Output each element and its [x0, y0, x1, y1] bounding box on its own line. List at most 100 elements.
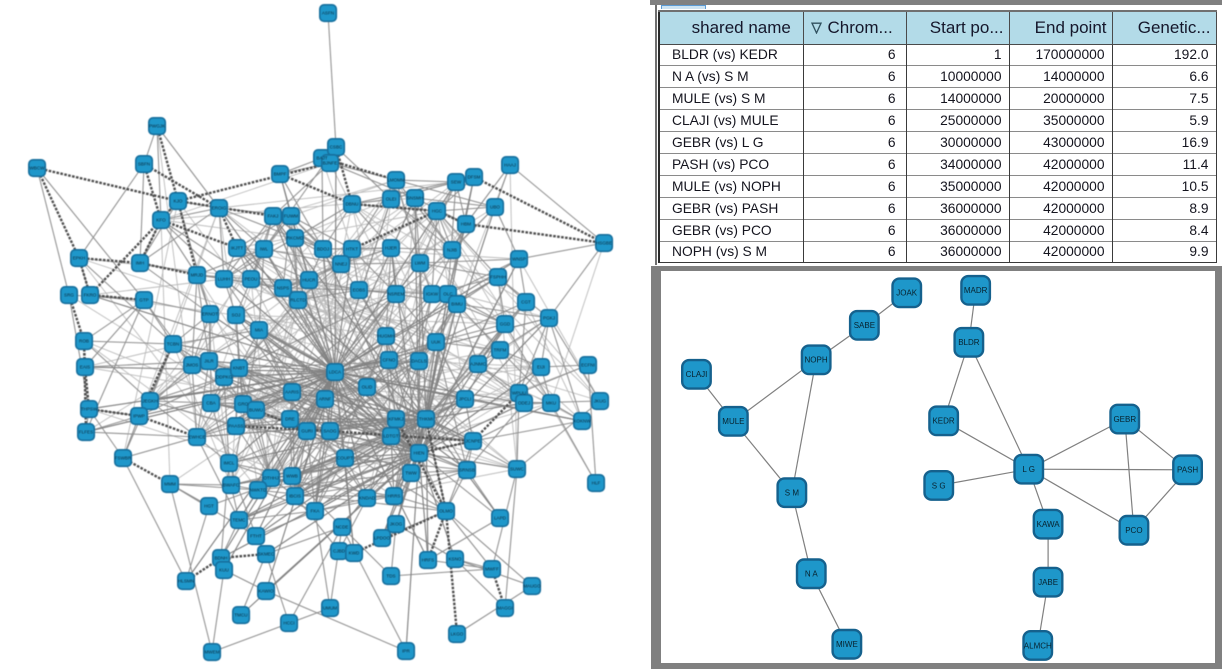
svg-text:GGD: GGD — [500, 322, 511, 327]
svg-text:SRG: SRG — [64, 293, 74, 298]
svg-text:LKGO: LKGO — [451, 632, 464, 637]
svg-text:SUWC: SUWC — [510, 467, 525, 472]
svg-text:DACLS: DACLS — [411, 359, 426, 364]
svg-text:OLC: OLC — [443, 292, 453, 297]
svg-text:SRNSB: SRNSB — [459, 468, 475, 473]
svg-text:RLCTD: RLCTD — [290, 298, 306, 303]
svg-text:IWL: IWL — [260, 247, 269, 252]
svg-text:KJO: KJO — [174, 199, 183, 204]
svg-text:LUHH: LUHH — [218, 277, 231, 282]
svg-text:JPCLI: JPCLI — [459, 397, 472, 402]
svg-text:TDS: TDS — [386, 574, 395, 579]
svg-text:KOKNW: KOKNW — [573, 419, 591, 424]
svg-text:PAASS: PAASS — [229, 424, 244, 429]
svg-text:IMH: IMH — [136, 261, 144, 266]
svg-text:JEGKH: JEGKH — [142, 399, 157, 404]
svg-text:HBM: HBM — [461, 222, 471, 227]
svg-text:JMOS: JMOS — [186, 363, 199, 368]
svg-text:FSWBR: FSWBR — [115, 456, 132, 461]
svg-text:KWD: KWD — [349, 551, 360, 556]
svg-text:KNDAD: KNDAD — [359, 496, 376, 501]
svg-text:FLFES: FLFES — [79, 430, 93, 435]
svg-text:WBCW: WBCW — [29, 166, 45, 171]
svg-text:ODEJ: ODEJ — [518, 401, 530, 406]
svg-text:KUU: KUU — [219, 568, 229, 573]
svg-text:SOJ: SOJ — [232, 313, 241, 318]
svg-text:LPDOO: LPDOO — [374, 536, 391, 541]
svg-text:MULE: MULE — [722, 417, 744, 426]
svg-text:FKRO: FKRO — [84, 293, 97, 298]
svg-text:EPKH: EPKH — [73, 256, 86, 261]
svg-text:MAUGO: MAUGO — [523, 584, 541, 589]
svg-text:CJBD: CJBD — [333, 549, 346, 554]
svg-text:TRFM: TRFM — [494, 348, 507, 353]
svg-text:EWHCE: EWHCE — [188, 435, 205, 440]
svg-text:ASFN: ASFN — [322, 11, 334, 16]
svg-text:KNBT: KNBT — [233, 366, 245, 371]
svg-text:BLDR: BLDR — [958, 338, 980, 347]
svg-text:DRE: DRE — [285, 417, 295, 422]
svg-text:IPR: IPR — [402, 649, 410, 654]
svg-text:UBO: UBO — [490, 205, 500, 210]
svg-text:MWFF: MWFF — [485, 567, 499, 572]
svg-text:SABE: SABE — [854, 321, 875, 330]
svg-text:KFMKJ: KFMKJ — [388, 417, 403, 422]
svg-text:PCO: PCO — [1125, 526, 1142, 535]
svg-text:NJIB: NJIB — [447, 248, 457, 253]
svg-text:WWB: WWB — [286, 474, 298, 479]
svg-text:IKJTT: IKJTT — [231, 246, 243, 251]
svg-text:TCBN: TCBN — [167, 342, 180, 347]
svg-text:HTKT: HTKT — [346, 247, 358, 252]
svg-text:GTP: GTP — [139, 298, 148, 303]
svg-text:IBCIS: IBCIS — [289, 494, 301, 499]
svg-text:SAOG: SAOG — [323, 429, 337, 434]
svg-text:HUGMH: HUGMH — [377, 334, 394, 339]
svg-text:LDTGT: LDTGT — [383, 434, 398, 439]
svg-text:KSNO: KSNO — [448, 557, 461, 562]
svg-text:LDCA: LDCA — [329, 370, 342, 375]
svg-text:EAIS: EAIS — [80, 365, 90, 370]
svg-text:ERNOT: ERNOT — [202, 312, 218, 317]
svg-text:BWAFC: BWAFC — [223, 483, 240, 488]
svg-text:MIA: MIA — [255, 328, 264, 333]
svg-text:HUCR: HUCR — [302, 278, 316, 283]
svg-text:PEOU: PEOU — [244, 277, 257, 282]
svg-text:NSPS: NSPS — [277, 286, 290, 291]
svg-text:ARNF: ARNF — [319, 397, 332, 402]
svg-text:HRFS: HRFS — [422, 558, 435, 563]
svg-text:PASH: PASH — [1177, 466, 1198, 475]
svg-text:CLAJI: CLAJI — [686, 370, 708, 379]
svg-text:TWW: TWW — [405, 471, 417, 476]
svg-text:MRJD: MRJD — [191, 273, 204, 278]
svg-text:JABE: JABE — [1038, 578, 1058, 587]
svg-text:ROB: ROB — [79, 339, 89, 344]
svg-text:HRRS: HRRS — [387, 494, 400, 499]
svg-text:KAWA: KAWA — [1037, 520, 1061, 529]
svg-text:NSREM: NSREM — [388, 292, 405, 297]
svg-text:HLF: HLF — [592, 481, 601, 486]
svg-text:IPWP: IPWP — [133, 414, 145, 419]
svg-text:MKU: MKU — [546, 401, 556, 406]
svg-text:ODPKG: ODPKG — [216, 375, 233, 380]
svg-text:BUWU: BUWU — [249, 408, 263, 413]
svg-text:SNSMH: SNSMH — [407, 196, 424, 201]
svg-text:CBA: CBA — [206, 401, 216, 406]
svg-text:L G: L G — [1022, 465, 1035, 474]
svg-text:ALMCH: ALMCH — [1024, 641, 1052, 650]
svg-text:EROIG: EROIG — [212, 206, 227, 211]
svg-text:S M: S M — [785, 489, 800, 498]
svg-text:MADR: MADR — [964, 286, 988, 295]
svg-text:HLSMN: HLSMN — [178, 579, 194, 584]
svg-text:NOPH: NOPH — [805, 356, 828, 365]
svg-text:RKCMD: RKCMD — [287, 236, 305, 241]
svg-text:BDNH: BDNH — [214, 556, 227, 561]
svg-text:BMPF: BMPF — [274, 172, 287, 177]
svg-text:KEDR: KEDR — [932, 417, 954, 426]
svg-text:NCDE: NCDE — [335, 525, 348, 530]
svg-text:THKMI: THKMI — [419, 417, 433, 422]
svg-text:GURI: GURI — [301, 429, 312, 434]
svg-text:OTHHJ: OTHHJ — [263, 476, 278, 481]
svg-text:CGT: CGT — [521, 300, 531, 305]
svg-text:GEBR: GEBR — [1113, 415, 1136, 424]
svg-text:BIMU: BIMU — [451, 302, 462, 307]
